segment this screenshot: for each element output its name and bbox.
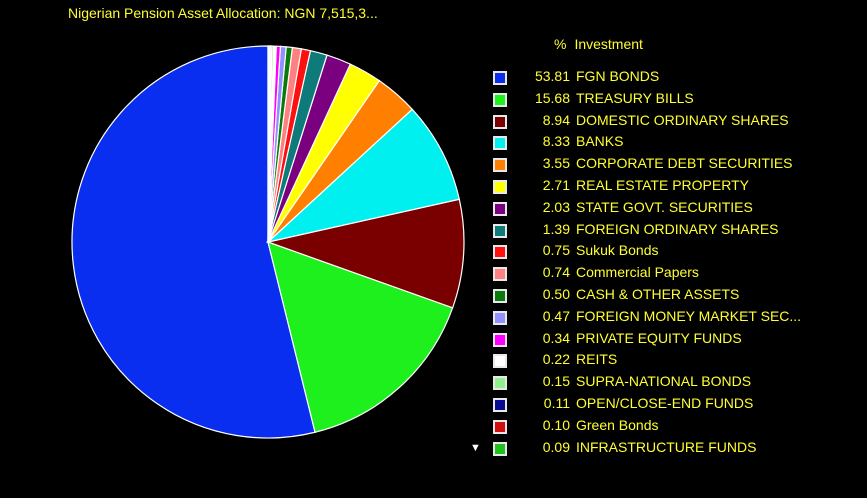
- legend-header: % Investment: [554, 36, 643, 52]
- legend-label: CASH & OTHER ASSETS: [576, 286, 740, 302]
- legend-swatch: [493, 398, 507, 412]
- legend-label: Sukuk Bonds: [576, 242, 659, 259]
- legend-label: Green Bonds: [576, 416, 659, 433]
- legend-value: 3.55: [542, 155, 570, 172]
- legend-header-investment: Investment: [574, 36, 643, 52]
- pie-slice-treasury-bills: [267, 241, 454, 433]
- legend-value: 0.15: [542, 373, 570, 390]
- legend-swatch: [493, 310, 507, 325]
- legend-value: 2.71: [542, 177, 570, 193]
- legend-label: FOREIGN MONEY MARKET SEC...: [576, 307, 802, 324]
- legend-swatch: [493, 114, 507, 129]
- legend-value: 53.81: [534, 68, 570, 84]
- legend-swatch: [493, 223, 507, 238]
- legend-value: 0.09: [542, 438, 570, 455]
- legend-value: 0.47: [542, 307, 570, 324]
- legend-label: REAL ESTATE PROPERTY: [576, 177, 749, 193]
- legend-value: 0.11: [543, 395, 570, 411]
- pie-slice-fgn-bonds: [71, 45, 316, 439]
- legend-swatch: [493, 180, 507, 194]
- legend-value: 0.10: [542, 416, 570, 433]
- legend-swatch: [493, 354, 507, 369]
- legend-swatch: [493, 441, 507, 456]
- legend-swatch: [493, 376, 507, 391]
- legend-label: SUPRA-NATIONAL BONDS: [576, 373, 752, 390]
- legend-label: STATE GOVT. SECURITIES: [576, 198, 753, 215]
- legend-swatch: [493, 92, 507, 107]
- legend-value: 0.50: [542, 286, 570, 302]
- legend-label: BANKS: [576, 133, 624, 150]
- legend-swatch: [493, 332, 507, 347]
- legend-swatch: [493, 201, 507, 216]
- legend-swatch: [493, 71, 507, 85]
- scroll-down-icon[interactable]: ▼: [470, 441, 481, 454]
- legend-value: 8.94: [542, 111, 570, 128]
- legend-label: DOMESTIC ORDINARY SHARES: [576, 111, 789, 128]
- pie-chart: [71, 45, 465, 439]
- legend-swatch: [493, 136, 507, 151]
- pie-slice-banks: [265, 108, 460, 244]
- pie-slice-domestic-ordinary-shares: [265, 198, 465, 309]
- legend-label: TREASURY BILLS: [576, 89, 694, 106]
- legend-value: 0.75: [542, 242, 570, 259]
- legend-label: OPEN/CLOSE-END FUNDS: [576, 395, 754, 411]
- legend-value: 8.33: [542, 133, 570, 150]
- legend-value: 2.03: [542, 198, 570, 215]
- legend-label: PRIVATE EQUITY FUNDS: [576, 329, 742, 346]
- legend-value: 0.22: [542, 351, 570, 368]
- chart-title: Nigerian Pension Asset Allocation: NGN 7…: [68, 5, 378, 21]
- legend-header-percent: %: [554, 36, 567, 52]
- legend-label: REITS: [576, 351, 618, 368]
- legend-value: 1.39: [542, 220, 570, 237]
- legend-value: 15.68: [534, 89, 570, 106]
- legend-swatch: [493, 158, 507, 173]
- legend-label: FOREIGN ORDINARY SHARES: [576, 220, 779, 237]
- legend-label: Commercial Papers: [576, 264, 699, 281]
- legend-swatch: [493, 245, 507, 260]
- pie-slice-infrastructure-funds: [267, 45, 270, 243]
- legend-value: 0.74: [542, 264, 570, 281]
- legend-label: INFRASTRUCTURE FUNDS: [576, 438, 757, 455]
- legend-label: FGN BONDS: [576, 68, 660, 84]
- legend-swatch: [493, 267, 507, 282]
- legend-swatch: [493, 419, 507, 434]
- legend-label: CORPORATE DEBT SECURITIES: [576, 155, 793, 172]
- legend-swatch: [493, 289, 507, 303]
- legend-value: 0.34: [542, 329, 570, 346]
